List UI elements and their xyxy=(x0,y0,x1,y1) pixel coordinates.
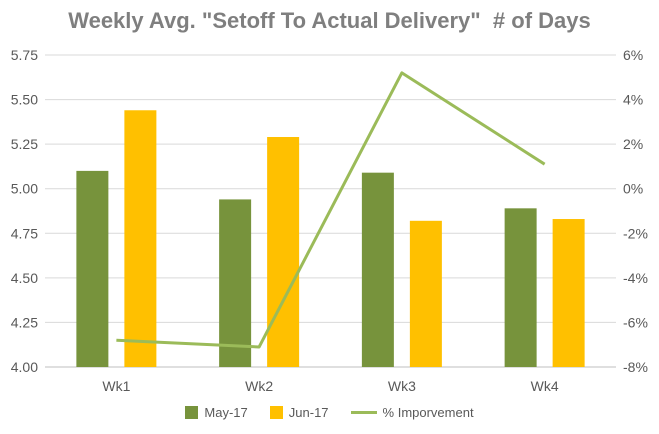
bar-may-17 xyxy=(76,170,109,367)
bar-may-17 xyxy=(361,172,394,367)
bar-jun-17 xyxy=(552,219,585,367)
y-left-tick-label: 4.00 xyxy=(11,359,38,375)
y-left-tick-label: 5.50 xyxy=(11,92,38,108)
chart-title: Weekly Avg. "Setoff To Actual Delivery" … xyxy=(68,8,591,33)
bar-jun-17 xyxy=(409,220,442,367)
y-right-tick-label: -4% xyxy=(623,270,648,286)
legend-item: Jun-17 xyxy=(269,405,329,420)
y-right-tick-label: -2% xyxy=(623,225,648,241)
legend-item: May-17 xyxy=(185,405,248,420)
y-right-tick-label: 6% xyxy=(623,47,643,63)
y-left-tick-label: 4.25 xyxy=(11,314,38,330)
y-right-tick-label: -8% xyxy=(623,359,648,375)
y-right-tick-label: 0% xyxy=(623,181,643,197)
legend-label: Jun-17 xyxy=(288,405,329,420)
x-tick-label: Wk4 xyxy=(531,378,559,394)
legend-swatch xyxy=(185,406,199,419)
y-right-tick-label: 4% xyxy=(623,92,643,108)
y-right-tick-label: -6% xyxy=(623,314,648,330)
y-left-tick-label: 4.75 xyxy=(11,225,38,241)
legend-label: % Imporvement xyxy=(382,405,474,420)
y-right-tick-label: 2% xyxy=(623,136,643,152)
x-tick-label: Wk3 xyxy=(388,378,416,394)
legend-swatch xyxy=(269,406,283,419)
bar-jun-17 xyxy=(267,137,300,367)
y-left-tick-label: 5.75 xyxy=(11,47,38,63)
line-improvement xyxy=(116,71,546,349)
legend-swatch xyxy=(350,411,377,414)
bar-jun-17 xyxy=(124,110,157,368)
y-left-tick-label: 5.25 xyxy=(11,136,38,152)
bar-may-17 xyxy=(504,208,537,367)
chart-legend: May-17 Jun-17 % Imporvement xyxy=(0,405,659,420)
x-tick-label: Wk1 xyxy=(102,378,130,394)
legend-item: % Imporvement xyxy=(350,405,474,420)
y-left-tick-label: 4.50 xyxy=(11,270,38,286)
legend-label: May-17 xyxy=(204,405,248,420)
x-tick-label: Wk2 xyxy=(245,378,273,394)
bar-may-17 xyxy=(219,199,252,367)
y-left-tick-label: 5.00 xyxy=(11,181,38,197)
